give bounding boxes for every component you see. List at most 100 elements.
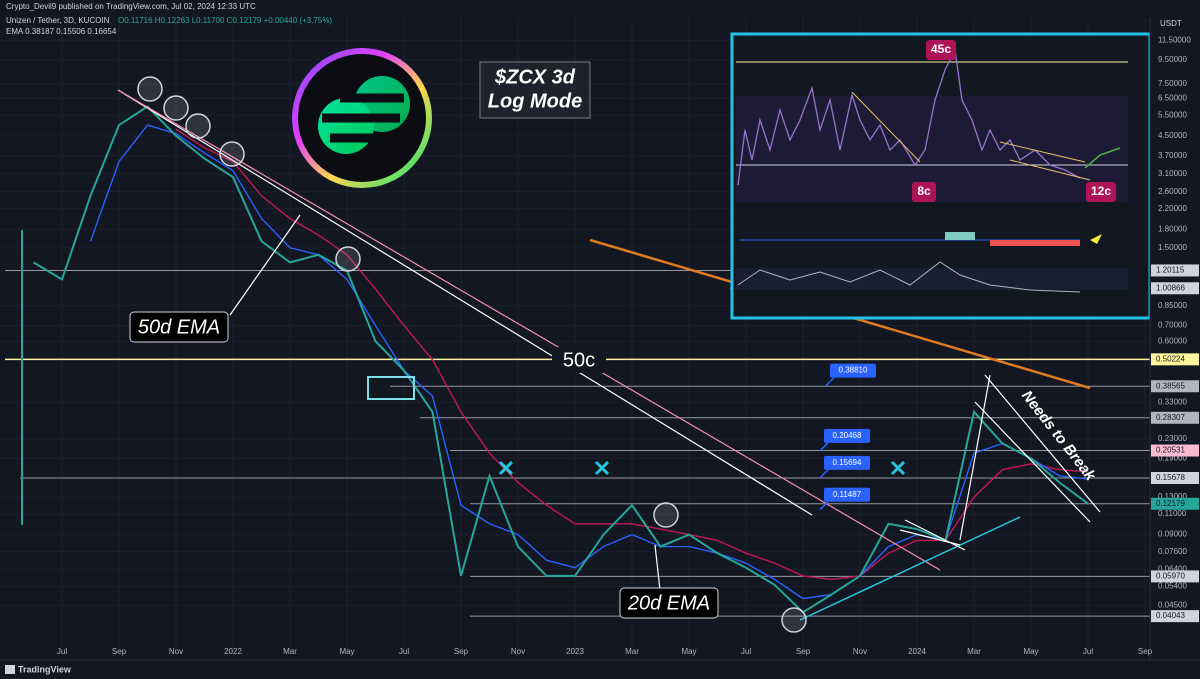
annotation: 50d EMA bbox=[138, 316, 220, 338]
ohlc: O0.11716 H0.12263 L0.11700 C0.12179 +0.0… bbox=[118, 16, 332, 25]
x-tick-label: Nov bbox=[853, 647, 867, 656]
level-label: 0.20531 bbox=[1156, 446, 1185, 455]
x-markers bbox=[498, 460, 906, 476]
level-label: 0.38565 bbox=[1156, 381, 1185, 390]
y-tick-label: 0.70000 bbox=[1158, 321, 1187, 330]
x-tick-label: Nov bbox=[169, 647, 183, 656]
level-label: 0.28307 bbox=[1156, 413, 1185, 422]
y-tick-label: 11.50000 bbox=[1158, 35, 1191, 44]
x-tick-label: May bbox=[681, 647, 696, 656]
level-label: 0.12179 bbox=[1156, 499, 1185, 508]
x-tick-label: Nov bbox=[511, 647, 525, 656]
y-tick-label: 5.50000 bbox=[1158, 110, 1187, 119]
inset-label: 45c bbox=[931, 42, 951, 56]
level-tag bbox=[1151, 497, 1199, 510]
level-tag bbox=[1151, 264, 1199, 277]
x-tick-label: Sep bbox=[1138, 647, 1153, 656]
highlight-circles bbox=[137, 76, 807, 633]
title-box bbox=[479, 61, 591, 119]
level-label: 0.05970 bbox=[1156, 572, 1185, 581]
symbol: Unizen / Tether, 3D, KUCOIN bbox=[6, 16, 110, 25]
level-tag bbox=[1151, 444, 1199, 457]
level-label: 1.20115 bbox=[1156, 266, 1185, 275]
level-tag bbox=[1151, 411, 1199, 424]
callout-pointer bbox=[819, 442, 829, 452]
y-tick-label: 0.19000 bbox=[1158, 454, 1187, 463]
x-tick-label: Sep bbox=[796, 647, 811, 656]
x-tick-label: 2022 bbox=[224, 647, 242, 656]
ema-legend: EMA 0.38187 0.15506 0.16654 bbox=[6, 27, 117, 36]
y-tick-label: 0.85000 bbox=[1158, 301, 1187, 310]
level-label: 0.50224 bbox=[1156, 354, 1185, 363]
y-tick-label: 7.50000 bbox=[1158, 79, 1187, 88]
callout-pointer bbox=[825, 377, 835, 387]
inset-label: 12c bbox=[1091, 184, 1111, 198]
callout-label: 0.15694 bbox=[833, 458, 862, 467]
level-tag bbox=[1151, 610, 1199, 623]
callout-box bbox=[824, 428, 870, 443]
callout-pointer bbox=[819, 469, 829, 479]
y-tick-label: 0.23000 bbox=[1158, 434, 1187, 443]
price-axis bbox=[1150, 18, 1200, 660]
y-tick-label: 0.05400 bbox=[1158, 582, 1187, 591]
x-tick-label: 2024 bbox=[908, 647, 926, 656]
brand-icon bbox=[5, 665, 15, 674]
level-tag bbox=[1151, 570, 1199, 583]
y-tick-label: 6.50000 bbox=[1158, 93, 1187, 102]
y-tick-label: 2.20000 bbox=[1158, 204, 1187, 213]
x-tick-label: Jul bbox=[741, 647, 751, 656]
x-tick-label: Mar bbox=[625, 647, 639, 656]
brand: TradingView bbox=[18, 664, 72, 674]
x-tick-label: Jul bbox=[1083, 647, 1093, 656]
annotation-box bbox=[552, 347, 606, 373]
y-tick-label: 0.13000 bbox=[1158, 492, 1187, 501]
publisher: Crypto_Devil9 published on TradingView.c… bbox=[6, 2, 256, 11]
level-tag bbox=[1151, 471, 1199, 484]
callout-pointer bbox=[819, 501, 829, 511]
level-tag bbox=[1151, 380, 1199, 393]
x-tick-label: May bbox=[339, 647, 354, 656]
y-tick-label: 4.50000 bbox=[1158, 131, 1187, 140]
x-tick-label: Mar bbox=[967, 647, 981, 656]
x-tick-label: Mar bbox=[283, 647, 297, 656]
annotation: 20d EMA bbox=[627, 592, 710, 614]
title: $ZCX 3d bbox=[494, 66, 576, 88]
x-tick-label: Jul bbox=[57, 647, 67, 656]
logo bbox=[292, 48, 432, 188]
y-tick-label: 0.11000 bbox=[1158, 509, 1187, 518]
callout-label: 0.20468 bbox=[833, 431, 862, 440]
subtitle: Log Mode bbox=[488, 90, 582, 112]
x-tick-label: Sep bbox=[454, 647, 469, 656]
inset-chart bbox=[730, 32, 1152, 320]
inset-label: 8c bbox=[917, 184, 931, 198]
y-tick-label: 3.10000 bbox=[1158, 169, 1187, 178]
callout-box bbox=[830, 363, 876, 378]
y-tick-label: 1.50000 bbox=[1158, 243, 1187, 252]
y-tick-label: 0.07600 bbox=[1158, 547, 1187, 556]
price-line bbox=[32, 105, 1089, 614]
level-tag bbox=[1151, 282, 1199, 295]
x-tick-label: 2023 bbox=[566, 647, 584, 656]
annotation-box bbox=[129, 311, 229, 343]
y-tick-label: 0.33000 bbox=[1158, 397, 1187, 406]
annotation-box bbox=[619, 587, 719, 619]
y-tick-label: 0.09000 bbox=[1158, 530, 1187, 539]
level-label: 0.04043 bbox=[1156, 611, 1185, 620]
y-tick-label: 0.06400 bbox=[1158, 564, 1187, 573]
y-tick-label: 2.60000 bbox=[1158, 187, 1187, 196]
callout-box bbox=[824, 487, 870, 502]
price-line bbox=[175, 128, 1089, 581]
x-tick-label: Jul bbox=[399, 647, 409, 656]
level-tag bbox=[1151, 353, 1199, 366]
currency: USDT bbox=[1160, 19, 1182, 28]
level-label: 1.00866 bbox=[1156, 283, 1185, 292]
callout-box bbox=[824, 455, 870, 470]
y-tick-label: 9.50000 bbox=[1158, 55, 1187, 64]
y-tick-label: 0.60000 bbox=[1158, 336, 1187, 345]
x-tick-label: May bbox=[1023, 647, 1038, 656]
y-tick-label: 0.04500 bbox=[1158, 600, 1187, 609]
level-label: 0.15678 bbox=[1156, 473, 1185, 482]
y-tick-label: 3.70000 bbox=[1158, 151, 1187, 160]
annotation: 50c bbox=[563, 349, 595, 371]
